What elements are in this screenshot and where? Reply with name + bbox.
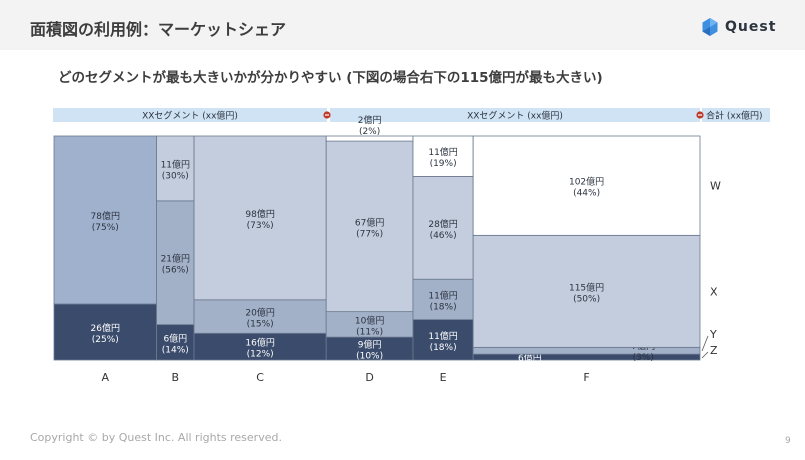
bar-segment-f <box>472 353 701 361</box>
category-label-a: A <box>102 371 110 384</box>
segment-percent-label: (44%) <box>573 189 600 199</box>
segment-value-label: 11億円 <box>428 146 457 158</box>
segment-percent-label: (30%) <box>162 171 189 181</box>
bar-segment-a <box>53 135 157 305</box>
bar-segment-c <box>193 332 327 361</box>
segment-value-label: 21億円 <box>161 253 190 265</box>
category-label-b: B <box>172 371 180 384</box>
bar-segment-b <box>156 324 195 361</box>
segment-value-label: 2億円 <box>358 114 382 126</box>
segment-value-label: 67億円 <box>355 216 384 228</box>
slide-subtitle: どのセグメントが最も大きいかが分かりやすい (下図の場合右下の115億円が最も大… <box>58 70 603 86</box>
bar-segment-e <box>412 278 474 321</box>
category-label-e: E <box>440 371 447 384</box>
segment-header-band <box>330 108 700 122</box>
segment-percent-label: (56%) <box>162 266 189 276</box>
segment-percent-label: (3%) <box>633 353 654 363</box>
segment-percent-label: (75%) <box>92 223 119 233</box>
bar-segment-f <box>472 346 701 355</box>
leader-line-y <box>701 335 709 352</box>
segment-header-band <box>53 108 327 122</box>
segment-percent-label: (11%) <box>356 327 383 337</box>
segment-value-label: 28億円 <box>428 218 457 230</box>
bar-segment-f <box>472 135 701 236</box>
bar-segment-e <box>412 175 474 280</box>
segment-percent-label: (15%) <box>247 320 274 330</box>
segment-value-label: 11億円 <box>428 289 457 301</box>
segment-value-label: 16億円 <box>245 337 274 349</box>
bar-segment-d <box>325 140 414 313</box>
page-title: 面積図の利用例：マーケットシェア <box>30 20 287 39</box>
series-label-x: X <box>710 285 718 298</box>
segment-percent-label: (18%) <box>430 343 457 353</box>
segment-value-label: 10億円 <box>355 314 384 326</box>
segment-value-label: 11億円 <box>161 158 190 170</box>
copyright-text: Copyright © by Quest Inc. All rights res… <box>30 431 282 444</box>
quest-logo-icon <box>702 18 718 36</box>
category-label-f: F <box>583 371 589 384</box>
bar-segment-d <box>325 311 414 338</box>
brand-logo: Quest <box>702 18 776 36</box>
divider-marker-dash <box>698 114 702 116</box>
category-label-d: D <box>365 371 373 384</box>
segment-percent-label: (12%) <box>247 350 274 360</box>
page-number: 9 <box>785 436 791 446</box>
segment-value-label: 78億円 <box>91 210 120 222</box>
series-label-w: W <box>710 180 721 193</box>
segment-percent-label: (77%) <box>356 229 383 239</box>
segment-value-label: 6億円 <box>518 352 542 364</box>
category-label-c: C <box>256 371 264 384</box>
segment-value-label: 26億円 <box>91 322 120 334</box>
segment-percent-label: (18%) <box>430 302 457 312</box>
leader-line-z <box>701 351 709 359</box>
bar-segment-e <box>412 319 474 361</box>
series-label-z: Z <box>710 344 718 357</box>
segment-percent-label: (50%) <box>573 294 600 304</box>
logo-text: Quest <box>725 19 777 35</box>
segment-value-label: 20億円 <box>245 307 274 319</box>
segment-value-label: 9億円 <box>358 339 382 351</box>
segment-header-label: XXセグメント (xx億円) <box>142 110 238 122</box>
bar-segment-a <box>53 303 157 361</box>
bar-segment-f <box>472 234 701 348</box>
segment-percent-label: (10%) <box>356 352 383 362</box>
segment-percent-label: (25%) <box>92 335 119 345</box>
divider-marker-dash <box>325 114 329 116</box>
segment-percent-label: (46%) <box>430 231 457 241</box>
segment-percent-label: (14%) <box>162 345 189 355</box>
segment-header-label: XXセグメント (xx億円) <box>467 110 563 122</box>
segment-value-label: 98億円 <box>245 208 274 220</box>
segment-value-label: 11億円 <box>428 330 457 342</box>
segment-value-label: 102億円 <box>569 176 604 188</box>
segment-percent-label: (3%) <box>519 365 540 375</box>
segment-value-label: 6億円 <box>163 332 187 344</box>
bar-segment-e <box>412 135 474 177</box>
segment-header-label: 合計 (xx億円) <box>706 110 763 122</box>
segment-value-label: 115億円 <box>569 281 604 293</box>
bar-segment-c <box>193 135 327 301</box>
segment-percent-label: (73%) <box>247 221 274 231</box>
segment-header-band <box>702 108 770 122</box>
segment-percent-label: (2%) <box>359 127 380 137</box>
segment-percent-label: (19%) <box>430 159 457 169</box>
series-label-y: Y <box>709 328 717 341</box>
header-bar <box>0 0 805 50</box>
